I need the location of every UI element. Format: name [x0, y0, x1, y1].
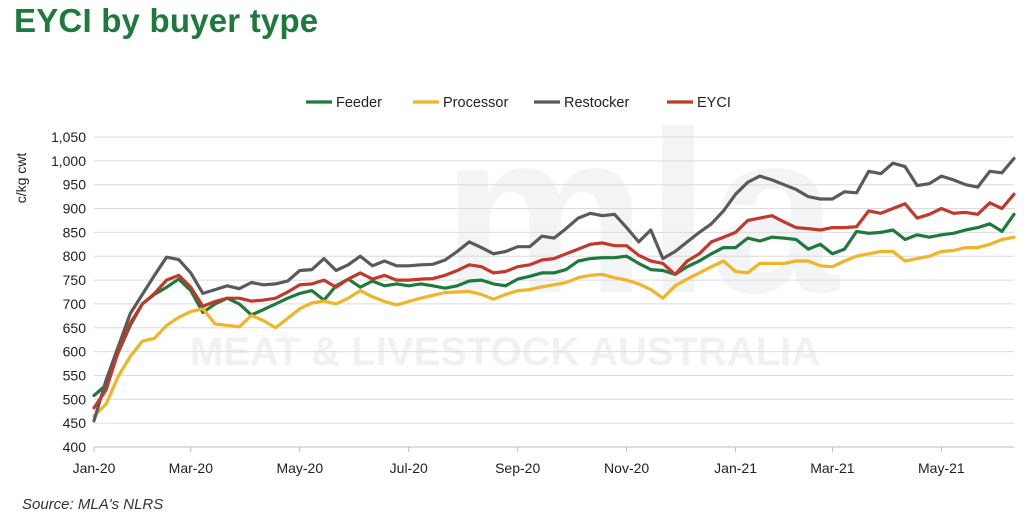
mla-watermark: mla MEAT & LIVESTOCK AUSTRALIA — [190, 84, 840, 374]
source-note: Source: MLA's NLRS — [22, 496, 164, 513]
series-line-eyci — [92, 192, 1016, 410]
x-tick-label: Jul-20 — [390, 460, 428, 476]
y-tick-label: 1,050 — [51, 129, 86, 145]
x-tick-label: Jan-21 — [714, 460, 757, 476]
series-line-restocker — [92, 156, 1016, 423]
y-axis-label: c/kg cwt — [13, 153, 29, 204]
series-line-feeder — [92, 212, 1016, 398]
x-tick-label: Sep-20 — [495, 460, 540, 476]
x-tick-label: Jan-20 — [73, 460, 116, 476]
y-tick-label: 1,000 — [51, 153, 86, 169]
y-tick-label: 850 — [63, 224, 87, 240]
y-tick-label: 950 — [63, 177, 87, 193]
x-tick-label: Mar-21 — [810, 460, 855, 476]
chart-title: EYCI by buyer type — [14, 2, 319, 39]
grid-lines — [94, 136, 1014, 448]
x-tick-label: Nov-20 — [604, 460, 649, 476]
y-axis: 400 450 500 550 600 650 700 750 800 850 900 950 1,00… — [51, 129, 86, 455]
x-axis: Jan-20 Mar-20 May-20 Jul-20 Sep-20 Nov-20 Jan-… — [73, 446, 1014, 476]
legend-label-eyci: EYCI — [697, 95, 731, 111]
y-tick-label: 450 — [63, 415, 87, 431]
series-line-processor — [92, 235, 1016, 418]
legend: Feeder Processor Restocker EYCI — [306, 95, 731, 111]
x-tick-label: May-21 — [918, 460, 965, 476]
y-tick-label: 700 — [63, 296, 87, 312]
legend-label-feeder: Feeder — [336, 95, 382, 111]
y-tick-label: 550 — [63, 367, 87, 383]
y-tick-label: 800 — [63, 248, 87, 264]
y-tick-label: 650 — [63, 320, 87, 336]
y-tick-label: 600 — [63, 344, 87, 360]
y-tick-label: 500 — [63, 391, 87, 407]
x-tick-label: Mar-20 — [169, 460, 214, 476]
y-tick-label: 400 — [63, 439, 87, 455]
series-lines — [92, 156, 1016, 423]
y-tick-label: 750 — [63, 272, 87, 288]
legend-label-processor: Processor — [443, 95, 508, 111]
x-tick-label: May-20 — [276, 460, 323, 476]
y-tick-label: 900 — [63, 201, 87, 217]
legend-label-restocker: Restocker — [564, 95, 629, 111]
watermark-logo: mla — [442, 84, 840, 341]
